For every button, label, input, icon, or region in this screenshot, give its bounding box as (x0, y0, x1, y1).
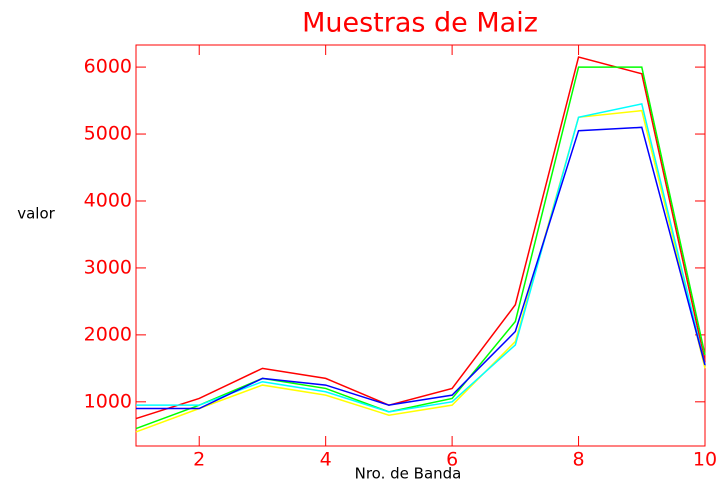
y-tick-label: 2000 (84, 323, 132, 345)
x-tick-label: 10 (693, 449, 717, 471)
y-tick-label: 3000 (84, 256, 132, 278)
y-tick-label: 4000 (84, 189, 132, 211)
data-line (135, 56, 706, 420)
y-axis-label: valor (17, 205, 55, 223)
y-tick-label: 5000 (84, 123, 132, 145)
x-tick-label: 2 (193, 449, 205, 471)
y-tick-label: 6000 (84, 56, 132, 78)
data-line (135, 109, 706, 433)
x-tick-label: 6 (446, 449, 458, 471)
data-line (136, 103, 706, 413)
y-tick-label: 1000 (84, 390, 132, 412)
data-line (136, 126, 706, 410)
data-line (135, 66, 706, 430)
x-axis-label: Nro. de Banda (355, 465, 462, 483)
x-tick-label: 4 (320, 449, 332, 471)
chart-title: Muestras de Maiz (302, 8, 538, 39)
x-tick-label: 8 (573, 449, 585, 471)
plot-frame (135, 44, 706, 447)
